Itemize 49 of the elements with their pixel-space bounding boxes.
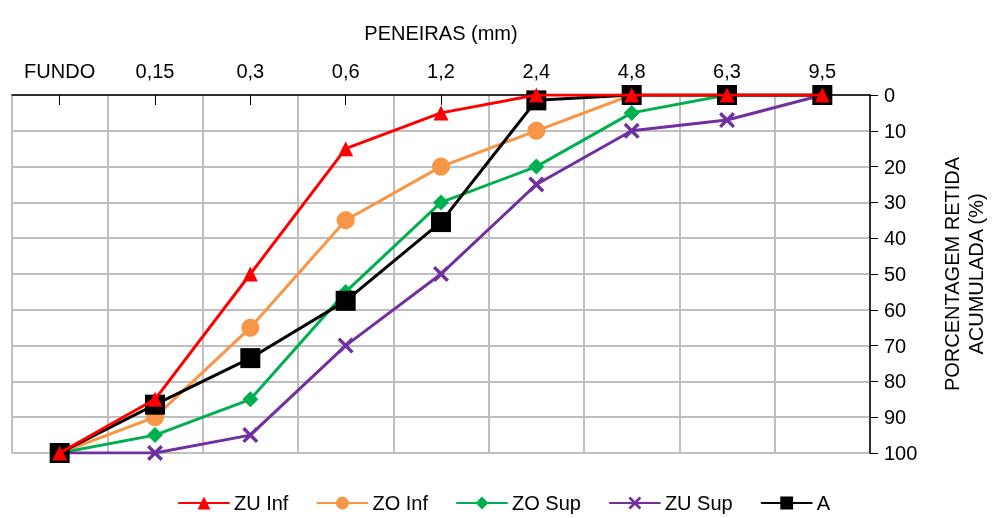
point xyxy=(241,318,260,337)
point xyxy=(623,122,640,139)
y-tick-label: 90 xyxy=(884,406,907,429)
point xyxy=(242,391,259,408)
y-tick-label: 50 xyxy=(884,263,907,285)
point xyxy=(527,121,546,140)
x-tick-label: 2,4 xyxy=(522,60,551,82)
x-tick-label: 0,15 xyxy=(135,60,175,82)
point xyxy=(147,445,163,461)
point xyxy=(335,290,356,311)
x-tick-label: 1,2 xyxy=(427,60,455,82)
x-tick-label: 0,3 xyxy=(236,60,265,82)
legend-label: ZO Sup xyxy=(511,492,581,514)
point xyxy=(433,194,449,211)
legend-label: A xyxy=(816,492,831,514)
point xyxy=(242,427,259,444)
y-tick-label: 40 xyxy=(884,227,907,250)
x-tick-label: 6,3 xyxy=(713,60,741,82)
point xyxy=(338,141,354,157)
legend-label: ZU Sup xyxy=(664,492,733,514)
y-axis-title: PORCENTAGEM RETIDA ACUMULADA (%) xyxy=(941,156,987,392)
point xyxy=(433,105,449,121)
point xyxy=(336,211,355,230)
point xyxy=(433,266,449,282)
y-tick-label: 20 xyxy=(884,155,907,178)
point xyxy=(147,427,163,444)
point xyxy=(623,104,640,121)
x-tick-label: 9,5 xyxy=(808,60,837,82)
y-tick-label: 0 xyxy=(884,84,896,106)
point xyxy=(432,157,450,176)
point xyxy=(431,212,451,233)
y-tick-label: 80 xyxy=(884,370,907,393)
point xyxy=(719,112,735,129)
x-tick-label: FUNDO xyxy=(24,60,96,82)
y-tick-label: 30 xyxy=(884,191,907,214)
point xyxy=(240,348,261,369)
legend-label: ZO Inf xyxy=(372,492,429,514)
y-tick-label: 10 xyxy=(884,119,907,142)
point xyxy=(242,266,258,282)
x-axis-title: PENEIRAS (mm) xyxy=(364,22,518,44)
point xyxy=(337,337,354,354)
x-tick-label: 0,6 xyxy=(331,60,360,82)
y-tick-label: 70 xyxy=(884,334,907,357)
legend-label: ZU Inf xyxy=(233,492,289,514)
y-tick-label: 60 xyxy=(884,298,907,321)
y-tick-label: 100 xyxy=(884,442,918,464)
point xyxy=(528,176,545,193)
x-tick-label: 4,8 xyxy=(617,60,646,82)
point xyxy=(528,158,545,175)
